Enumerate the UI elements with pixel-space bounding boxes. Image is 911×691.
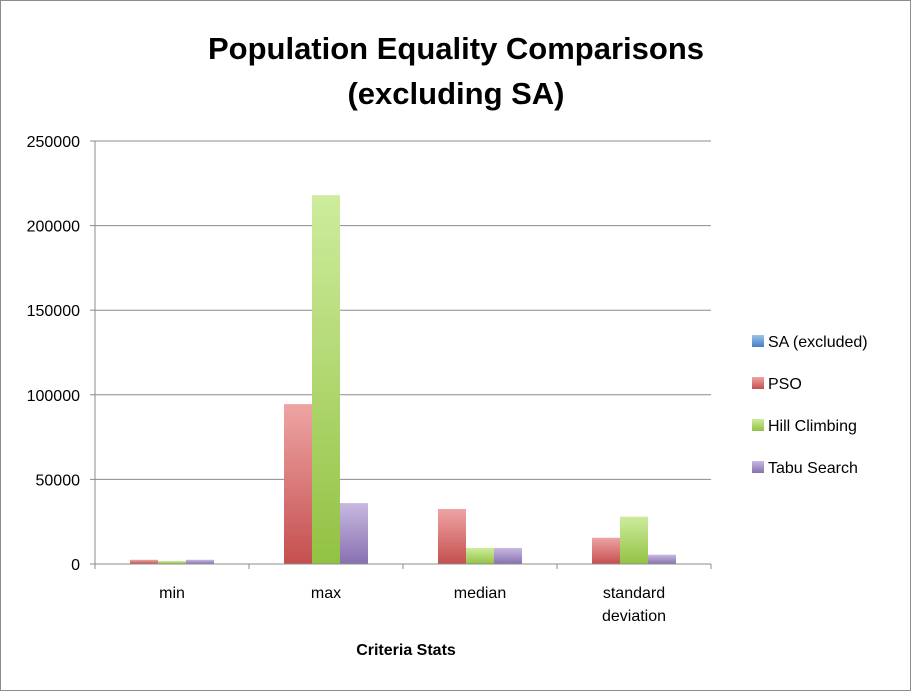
x-tick-label: min [159, 585, 185, 602]
legend-swatch [752, 377, 764, 389]
y-axis-ticks: 0 50000 100000 150000 200000 250000 [27, 134, 95, 574]
legend: SA (excluded) PSO Hill Climbing Tabu Search [752, 334, 868, 477]
bar-hill-climbing-3 [620, 516, 648, 564]
x-tick-label: max [311, 585, 341, 602]
legend-swatch [752, 335, 764, 347]
bar-hill-climbing-1 [312, 195, 340, 565]
x-axis-ticks: min max median standard deviation [94, 564, 712, 625]
x-axis-title: Criteria Stats [356, 642, 456, 659]
bar-tabu-search-3 [648, 554, 676, 564]
bar-hill-climbing-2 [466, 547, 494, 564]
y-tick-label: 100000 [27, 388, 80, 405]
x-tick-label: median [454, 585, 506, 602]
legend-label: SA (excluded) [768, 334, 868, 351]
bar-pso-0 [130, 559, 158, 564]
gridlines [95, 140, 711, 565]
legend-label: Tabu Search [768, 460, 858, 477]
x-tick-label: standard deviation [602, 585, 666, 625]
bar-pso-1 [284, 404, 312, 564]
legend-swatch [752, 461, 764, 473]
y-tick-label: 150000 [27, 303, 80, 320]
y-tick-label: 50000 [36, 472, 81, 489]
chart-title-line-1: Population Equality Comparisons [208, 31, 704, 66]
legend-label: Hill Climbing [768, 418, 857, 435]
y-tick-label: 0 [71, 557, 80, 574]
y-tick-label: 250000 [27, 134, 80, 151]
bar-tabu-search-1 [340, 503, 368, 564]
bar-pso-2 [438, 509, 466, 564]
y-tick-label: 200000 [27, 219, 80, 236]
legend-swatch [752, 419, 764, 431]
legend-label: PSO [768, 376, 802, 393]
bar-tabu-search-0 [186, 559, 214, 564]
bar-pso-3 [592, 537, 620, 564]
bar-hill-climbing-0 [158, 560, 186, 564]
bars [130, 195, 676, 565]
chart-title: Population Equality Comparisons (excludi… [208, 31, 704, 111]
chart-title-line-2: (excluding SA) [347, 76, 564, 111]
bar-tabu-search-2 [494, 547, 522, 564]
